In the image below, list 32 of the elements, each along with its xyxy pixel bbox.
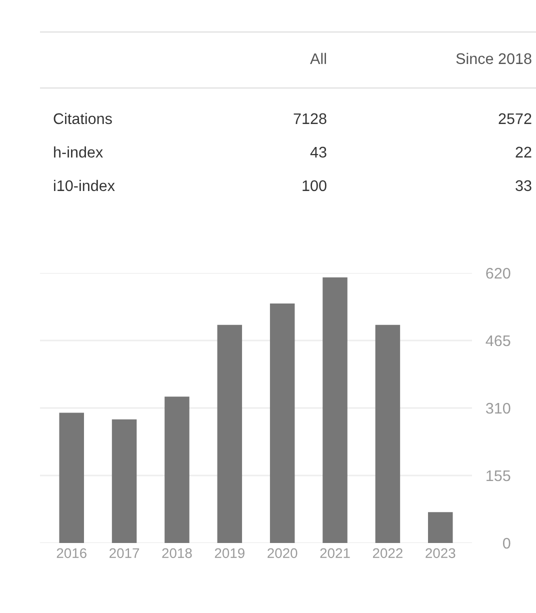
bar	[112, 419, 137, 543]
x-tick-label: 2019	[214, 548, 244, 558]
x-tick-label: 2018	[162, 548, 192, 558]
x-tick-label: 2022	[372, 548, 402, 558]
x-tick-label: 2017	[110, 548, 140, 558]
bar	[322, 277, 348, 543]
bar	[59, 412, 84, 543]
bar	[217, 324, 242, 543]
x-tick-label: 2021	[320, 548, 350, 558]
y-tick-label: 155	[486, 470, 510, 482]
y-tick-label: 465	[486, 335, 510, 346]
text: Citations	[54, 112, 112, 124]
y-tick-label: 310	[486, 402, 510, 414]
text: 43	[310, 146, 326, 158]
text: 100	[302, 180, 326, 192]
x-tick-label: 2016	[56, 548, 86, 558]
x-tick-label: 2023	[426, 548, 456, 558]
text: Since 2018	[456, 52, 532, 64]
x-tick-label: 2020	[268, 548, 298, 558]
y-tick-label: 620	[486, 268, 510, 279]
text: 22	[516, 146, 532, 158]
text: 2572	[498, 113, 532, 124]
text: 7128	[294, 113, 326, 124]
y-tick-label: 0	[502, 538, 510, 549]
text: i10-index	[54, 180, 115, 192]
text: All	[310, 52, 326, 64]
bar	[428, 512, 453, 543]
bar	[164, 396, 190, 543]
text: 33	[516, 180, 532, 192]
bar	[270, 303, 295, 543]
bar	[375, 324, 400, 543]
text: h-index	[54, 146, 103, 158]
